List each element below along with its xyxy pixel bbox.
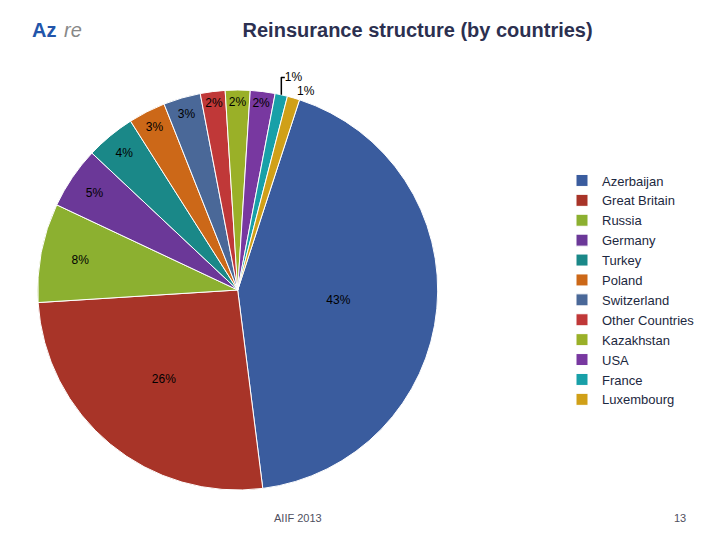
svg-text:13: 13 xyxy=(674,512,686,524)
svg-text:26%: 26% xyxy=(152,372,176,386)
svg-text:Poland: Poland xyxy=(602,273,642,288)
svg-text:43%: 43% xyxy=(326,293,350,307)
svg-text:Azerbaijan: Azerbaijan xyxy=(602,174,663,189)
svg-text:2%: 2% xyxy=(229,95,247,109)
svg-text:2%: 2% xyxy=(252,96,270,110)
svg-text:Switzerland: Switzerland xyxy=(602,293,669,308)
svg-text:Reinsurance structure (by coun: Reinsurance structure (by countries) xyxy=(243,19,593,41)
svg-text:France: France xyxy=(602,373,642,388)
svg-text:1%: 1% xyxy=(285,70,303,84)
svg-text:1%: 1% xyxy=(297,84,315,98)
svg-text:3%: 3% xyxy=(178,107,196,121)
svg-text:4%: 4% xyxy=(116,146,134,160)
svg-text:Other Countries: Other Countries xyxy=(602,313,694,328)
svg-text:USA: USA xyxy=(602,353,629,368)
svg-text:Turkey: Turkey xyxy=(602,253,642,268)
svg-text:Az: Az xyxy=(32,19,56,41)
svg-text:AIIF 2013: AIIF 2013 xyxy=(274,512,322,524)
svg-text:3%: 3% xyxy=(146,120,164,134)
svg-text:8%: 8% xyxy=(72,253,90,267)
svg-text:5%: 5% xyxy=(86,186,104,200)
svg-text:Kazakhstan: Kazakhstan xyxy=(602,333,670,348)
svg-text:re: re xyxy=(64,19,82,41)
svg-text:Russia: Russia xyxy=(602,213,643,228)
svg-text:Germany: Germany xyxy=(602,233,656,248)
svg-text:Luxembourg: Luxembourg xyxy=(602,392,674,407)
svg-text:Great Britain: Great Britain xyxy=(602,193,675,208)
svg-text:2%: 2% xyxy=(205,96,223,110)
